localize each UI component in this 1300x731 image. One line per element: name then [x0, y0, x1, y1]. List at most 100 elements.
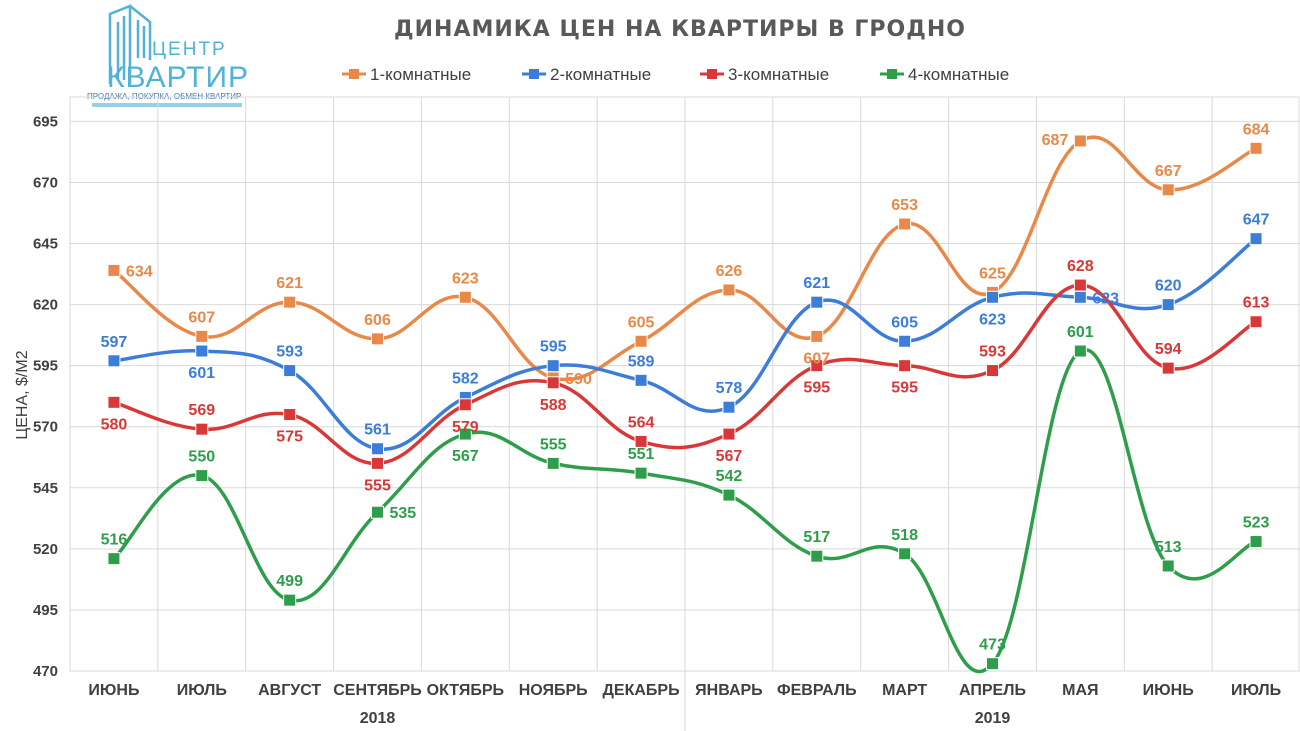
- data-point: [634, 373, 648, 387]
- data-point: [1249, 535, 1263, 549]
- data-point: [195, 469, 209, 483]
- data-label: 582: [452, 370, 479, 387]
- data-label: 634: [126, 263, 153, 280]
- data-point: [634, 334, 648, 348]
- data-label: 613: [1243, 295, 1270, 312]
- data-point: [1161, 298, 1175, 312]
- data-label: 593: [979, 344, 1006, 361]
- legend-marker: [707, 69, 717, 79]
- data-point: [458, 290, 472, 304]
- data-label: 621: [276, 275, 303, 292]
- data-point: [283, 364, 297, 378]
- legend-item: 2-комнатные: [522, 65, 651, 84]
- x-tick-label: ИЮНЬ: [88, 682, 139, 699]
- data-label: 594: [1155, 341, 1182, 358]
- data-label: 555: [540, 436, 567, 453]
- data-point: [898, 547, 912, 561]
- legend-label: 2-комнатные: [550, 65, 651, 84]
- y-tick-label: 470: [33, 663, 58, 680]
- legend: 1-комнатные 2-комнатные 3-комнатные 4-комна…: [342, 65, 1009, 84]
- y-tick-label: 695: [33, 113, 58, 130]
- data-label: 580: [101, 416, 128, 433]
- data-point: [1073, 134, 1087, 148]
- data-point: [107, 552, 121, 566]
- legend-item: 3-комнатные: [700, 65, 829, 84]
- data-label: 516: [101, 532, 128, 549]
- legend-item: 1-комнатные: [342, 65, 471, 84]
- logo: ЦЕНТР КВАРТИР ПРОДАЖА, ПОКУПКА, ОБМЕН КВ…: [87, 4, 249, 107]
- data-point: [458, 427, 472, 441]
- data-label: 606: [364, 312, 391, 329]
- data-point: [1161, 183, 1175, 197]
- legend-marker: [887, 69, 897, 79]
- data-point: [898, 217, 912, 231]
- data-point: [283, 593, 297, 607]
- data-label: 578: [716, 380, 743, 397]
- data-label: 513: [1155, 539, 1182, 556]
- data-point: [810, 295, 824, 309]
- data-label: 555: [364, 477, 391, 494]
- logo-main-text: КВАРТИР: [107, 61, 249, 94]
- data-point: [195, 329, 209, 343]
- y-tick-label: 620: [33, 297, 58, 314]
- data-label: 647: [1243, 212, 1270, 229]
- data-label: 620: [1155, 278, 1182, 295]
- data-point: [986, 364, 999, 378]
- data-label: 605: [628, 314, 655, 331]
- data-label: 653: [891, 197, 918, 214]
- data-point: [458, 398, 472, 412]
- data-label: 597: [101, 334, 128, 351]
- year-label: 2018: [360, 710, 396, 727]
- data-label: 623: [979, 311, 1006, 328]
- data-label: 518: [891, 527, 918, 544]
- data-point: [107, 395, 121, 409]
- y-axis: 470 495 520 545 570 595 620 645 670 695: [33, 113, 58, 680]
- data-label: 626: [716, 263, 743, 280]
- data-label: 607: [803, 350, 830, 367]
- data-label: 625: [979, 265, 1006, 282]
- x-tick-label: ФЕВРАЛЬ: [777, 682, 857, 699]
- data-label: 564: [628, 414, 655, 431]
- year-groups: 2018 2019: [360, 671, 1010, 731]
- data-point: [1073, 278, 1087, 292]
- data-label: 575: [276, 429, 303, 446]
- data-point: [107, 354, 121, 368]
- data-point: [810, 329, 824, 343]
- y-tick-label: 670: [33, 174, 58, 191]
- data-point: [634, 434, 648, 448]
- data-label: 569: [188, 402, 215, 419]
- data-label: 542: [716, 468, 743, 485]
- data-point: [283, 295, 297, 309]
- y-tick-label: 645: [33, 236, 58, 253]
- data-point: [371, 332, 384, 346]
- logo-underline: [92, 103, 242, 107]
- y-tick-label: 520: [33, 541, 58, 558]
- x-tick-label: ЯНВАРЬ: [695, 682, 763, 699]
- legend-label: 4-комнатные: [908, 65, 1009, 84]
- data-label: 595: [803, 380, 830, 397]
- data-label: 601: [188, 365, 215, 382]
- x-tick-label: СЕНТЯБРЬ: [333, 682, 422, 699]
- data-label: 687: [1042, 132, 1069, 149]
- data-point: [810, 549, 824, 563]
- data-label: 517: [803, 529, 830, 546]
- y-tick-label: 595: [33, 358, 58, 375]
- data-point: [1249, 141, 1263, 155]
- data-point: [371, 505, 384, 519]
- series-line: [113, 237, 1258, 451]
- data-point: [810, 359, 824, 373]
- data-point: [546, 359, 560, 373]
- x-tick-label: МАЯ: [1062, 682, 1098, 699]
- series-group: [107, 134, 1263, 674]
- legend-label: 3-комнатные: [728, 65, 829, 84]
- data-label: 588: [540, 397, 567, 414]
- data-point: [1249, 232, 1263, 246]
- data-point: [986, 290, 999, 304]
- data-label: 523: [1243, 515, 1270, 532]
- data-label: 589: [628, 353, 655, 370]
- data-label: 595: [540, 339, 567, 356]
- data-point: [722, 427, 736, 441]
- data-label: 550: [188, 449, 215, 466]
- data-label: 621: [803, 275, 830, 292]
- data-label: 593: [276, 344, 303, 361]
